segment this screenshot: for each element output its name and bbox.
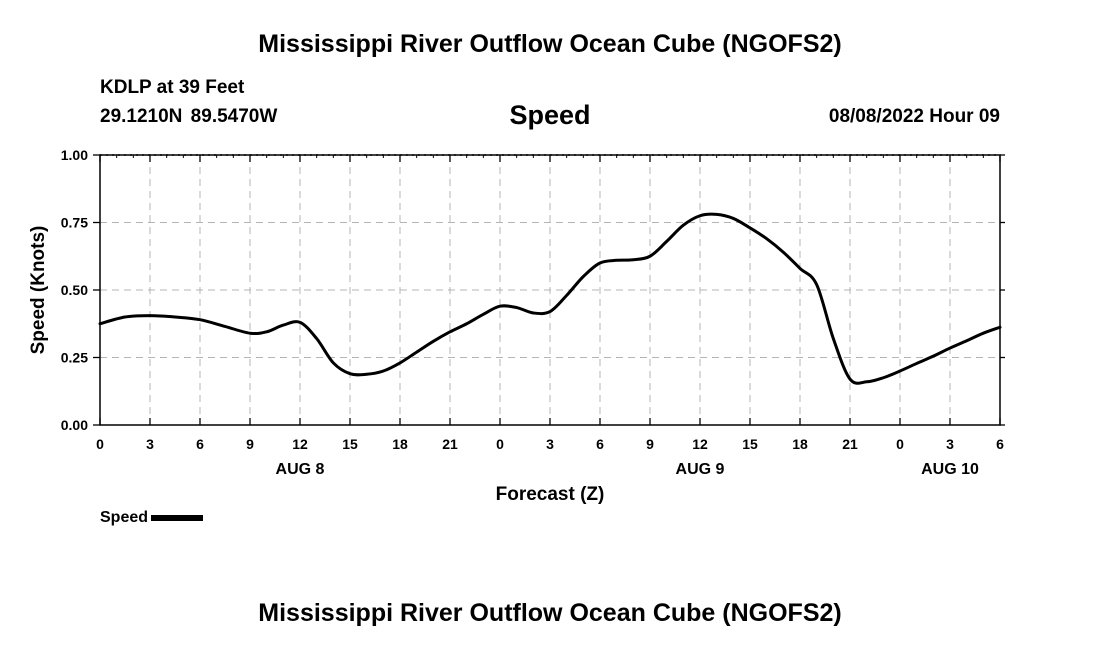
date-label: AUG 9 [676,461,725,478]
legend-swatch [151,515,204,521]
x-tick-label: 12 [692,436,708,452]
y-tick-label: 0.25 [61,350,88,366]
date-label: AUG 10 [921,461,979,478]
x-tick-label: 3 [546,436,554,452]
y-tick-label: 0.75 [61,215,88,231]
x-tick-label: 12 [292,436,308,452]
x-tick-label: 0 [896,436,904,452]
grid [100,154,1000,425]
footer-title: Mississippi River Outflow Ocean Cube (NG… [258,599,842,627]
x-tick-label: 0 [96,436,104,452]
x-tick-label: 15 [342,436,358,452]
x-tick-label: 6 [196,436,204,452]
legend-label: Speed [100,509,149,526]
chart-title: Mississippi River Outflow Ocean Cube (NG… [258,30,842,58]
station-label: KDLP at 39 Feet [100,77,245,98]
y-tick-label: 0.50 [61,282,88,298]
y-axis-title: Speed (Knots) [28,226,49,355]
x-tick-label: 9 [646,436,654,452]
parameter-title: Speed [509,100,591,130]
series-line-speed [98,212,1002,385]
x-tick-label: 9 [246,436,254,452]
x-axis-title: Forecast (Z) [496,484,605,505]
x-tick-label: 6 [596,436,604,452]
y-tick-label: 0.00 [61,417,88,433]
tick-labels: 0 3 6 9 12 15 18 21 0 3 6 9 12 15 18 21 0 3 6 0.00 0.25 0.50 0… [28,147,1004,505]
ticks [93,154,1005,426]
x-tick-label: 3 [946,436,954,452]
x-tick-label: 15 [742,436,758,452]
x-tick-label: 18 [792,436,808,452]
legend: Speed [100,509,204,527]
date-label: AUG 8 [276,461,325,478]
x-tick-label: 0 [496,436,504,452]
x-tick-label: 3 [146,436,154,452]
y-tick-label: 1.00 [61,147,88,163]
x-tick-label: 21 [842,436,858,452]
series [98,212,1002,385]
x-tick-label: 18 [392,436,408,452]
station-coordinates: 29.1210N 89.5470W [100,106,278,127]
x-tick-label: 21 [442,436,458,452]
x-tick-label: 6 [996,436,1004,452]
forecast-datetime: 08/08/2022 Hour 09 [828,106,1000,127]
